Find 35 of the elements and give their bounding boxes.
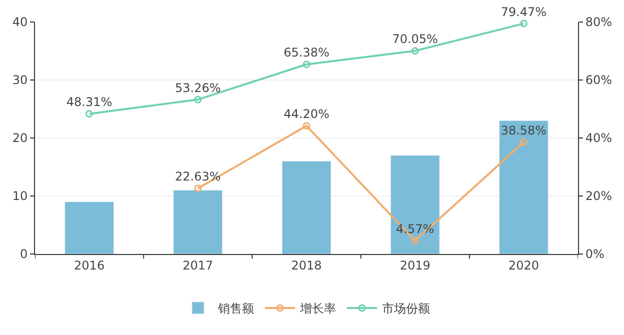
x-tick-label: 2019 xyxy=(400,258,430,272)
point xyxy=(411,237,419,244)
data-label: 70.05% xyxy=(392,32,438,46)
y-tick-label: 0 xyxy=(20,247,28,262)
legend-label: 增长率 xyxy=(299,302,336,316)
data-label: 38.58% xyxy=(500,123,547,138)
y2-tick-label: 80% xyxy=(585,15,612,30)
y-tick-label: 30 xyxy=(12,73,28,88)
data-label: 48.31% xyxy=(66,95,112,110)
point xyxy=(520,20,528,28)
point xyxy=(194,96,202,104)
y2-tick-label: 20% xyxy=(585,189,612,204)
bar xyxy=(64,202,114,254)
point xyxy=(520,138,528,146)
legend-label: 销售额 xyxy=(217,302,254,316)
x-tick-label: 2018 xyxy=(291,258,322,272)
point xyxy=(411,47,419,55)
x-tick-label: 2020 xyxy=(508,258,539,272)
y-tick-label: 10 xyxy=(12,189,28,204)
point xyxy=(302,60,310,68)
y-tick-label: 40 xyxy=(12,15,28,30)
data-label: 65.38% xyxy=(284,46,330,60)
legend-label: 市场份额 xyxy=(382,302,430,316)
data-label: 44.20% xyxy=(284,107,330,122)
y2-tick-label: 0% xyxy=(585,247,604,262)
y2-tick-label: 40% xyxy=(585,131,612,146)
data-label: 79.47% xyxy=(500,4,547,19)
point xyxy=(194,184,202,192)
point xyxy=(86,110,94,118)
point xyxy=(302,122,310,130)
data-label: 53.26% xyxy=(175,80,221,95)
x-tick-label: 2017 xyxy=(182,258,214,272)
y-tick-label: 20 xyxy=(12,131,28,146)
x-tick-label: 2016 xyxy=(74,258,105,272)
y2-tick-label: 60% xyxy=(585,73,612,88)
